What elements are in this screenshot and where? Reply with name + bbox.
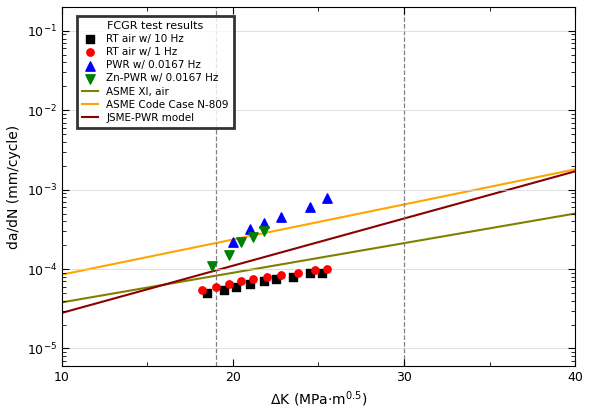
ASME XI, air: [491, 225, 498, 230]
RT air w/ 10 Hz: [245, 280, 255, 287]
ASME Code Case N-809: [58, 272, 65, 277]
RT air w/ 1 Hz: [225, 280, 234, 287]
RT air w/ 1 Hz: [248, 276, 258, 282]
ASME Code Case N-809: [364, 210, 371, 215]
JSME-PWR model: [372, 224, 379, 229]
RT air w/ 10 Hz: [202, 290, 212, 296]
RT air w/ 1 Hz: [322, 266, 332, 272]
RT air w/ 10 Hz: [305, 270, 314, 277]
JSME-PWR model: [491, 191, 498, 196]
PWR w/ 0.0167 Hz: [305, 204, 314, 210]
RT air w/ 1 Hz: [197, 286, 206, 293]
RT air w/ 10 Hz: [317, 269, 326, 276]
ASME Code Case N-809: [491, 183, 498, 188]
JSME-PWR model: [58, 310, 65, 315]
PWR w/ 0.0167 Hz: [276, 214, 286, 220]
PWR w/ 0.0167 Hz: [228, 238, 238, 245]
RT air w/ 10 Hz: [231, 283, 241, 290]
Zn-PWR w/ 0.0167 Hz: [208, 262, 217, 269]
Zn-PWR w/ 0.0167 Hz: [259, 228, 268, 235]
ASME XI, air: [572, 211, 579, 216]
Line: JSME-PWR model: JSME-PWR model: [62, 171, 575, 313]
ASME XI, air: [362, 247, 369, 252]
PWR w/ 0.0167 Hz: [245, 225, 255, 232]
Zn-PWR w/ 0.0167 Hz: [248, 234, 258, 241]
Line: ASME Code Case N-809: ASME Code Case N-809: [62, 169, 575, 275]
ASME Code Case N-809: [362, 210, 369, 215]
ASME Code Case N-809: [60, 272, 67, 277]
RT air w/ 1 Hz: [263, 273, 272, 280]
JSME-PWR model: [364, 226, 371, 231]
ASME XI, air: [60, 300, 67, 305]
ASME XI, air: [58, 300, 65, 305]
PWR w/ 0.0167 Hz: [259, 220, 268, 226]
ASME Code Case N-809: [372, 208, 379, 213]
ASME XI, air: [364, 247, 371, 252]
ASME Code Case N-809: [523, 177, 530, 182]
PWR w/ 0.0167 Hz: [322, 195, 332, 201]
X-axis label: $\Delta$K (MPa·m$^{0.5}$): $\Delta$K (MPa·m$^{0.5}$): [270, 389, 367, 409]
ASME XI, air: [372, 245, 379, 250]
RT air w/ 10 Hz: [271, 276, 280, 282]
RT air w/ 10 Hz: [219, 286, 229, 293]
JSME-PWR model: [572, 169, 579, 174]
JSME-PWR model: [60, 310, 67, 315]
Zn-PWR w/ 0.0167 Hz: [237, 238, 246, 245]
RT air w/ 1 Hz: [211, 283, 221, 290]
RT air w/ 10 Hz: [259, 278, 268, 285]
RT air w/ 1 Hz: [293, 269, 303, 276]
JSME-PWR model: [523, 182, 530, 187]
RT air w/ 1 Hz: [310, 266, 320, 273]
Y-axis label: da/dN (mm/cycle): da/dN (mm/cycle): [7, 124, 21, 248]
RT air w/ 1 Hz: [237, 278, 246, 285]
RT air w/ 1 Hz: [276, 271, 286, 278]
Legend: RT air w/ 10 Hz, RT air w/ 1 Hz, PWR w/ 0.0167 Hz, Zn-PWR w/ 0.0167 Hz, ASME XI,: RT air w/ 10 Hz, RT air w/ 1 Hz, PWR w/ …: [77, 16, 234, 128]
RT air w/ 10 Hz: [288, 273, 297, 280]
Zn-PWR w/ 0.0167 Hz: [225, 252, 234, 258]
ASME XI, air: [523, 219, 530, 224]
Line: ASME XI, air: ASME XI, air: [62, 213, 575, 302]
ASME Code Case N-809: [572, 167, 579, 172]
JSME-PWR model: [362, 227, 369, 232]
